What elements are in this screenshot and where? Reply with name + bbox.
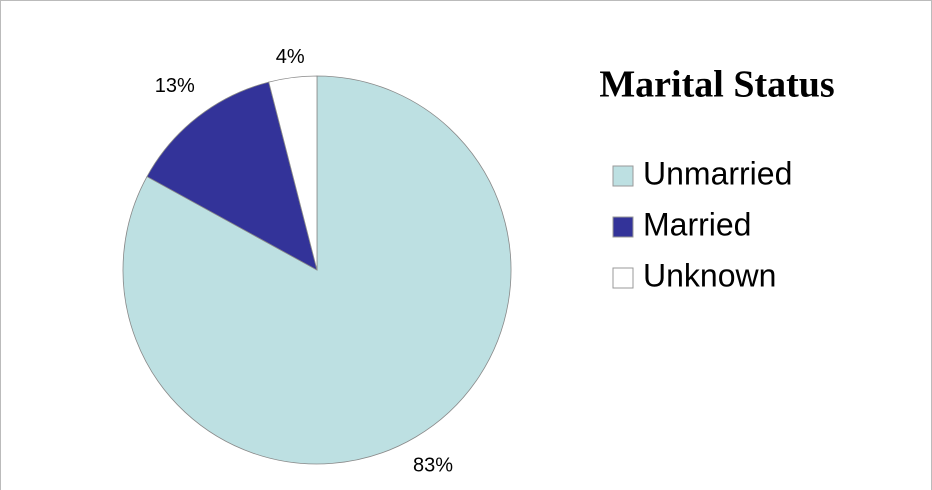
legend-label: Unknown [643, 257, 776, 293]
chart-title: Marital Status [599, 64, 834, 106]
legend-swatch [612, 267, 634, 289]
legend-swatch [612, 216, 634, 238]
pie-slice [268, 75, 318, 271]
data-label: 83% [413, 455, 453, 477]
pie-slice [146, 81, 318, 271]
legend-swatch [612, 165, 634, 187]
legend-label: Married [643, 206, 751, 242]
data-label: 4% [276, 46, 305, 68]
legend-label: Unmarried [643, 155, 792, 191]
data-label: 13% [155, 75, 195, 97]
